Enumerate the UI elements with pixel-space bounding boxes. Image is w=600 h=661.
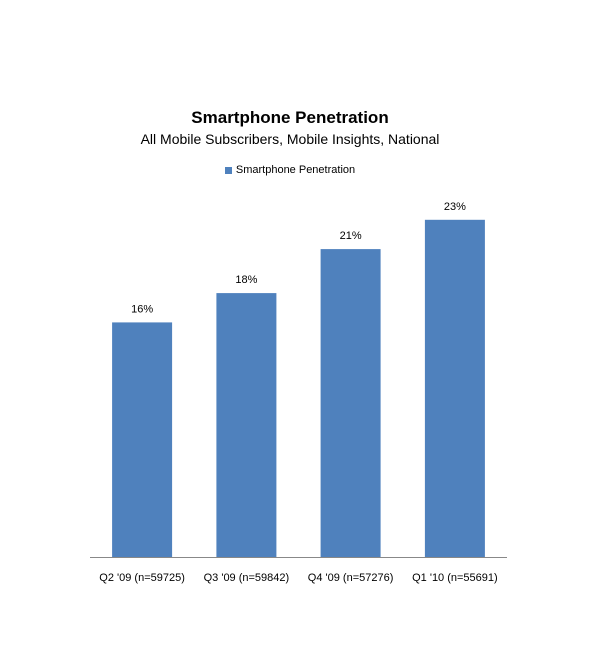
chart-subtitle: All Mobile Subscribers, Mobile Insights,… (140, 131, 440, 147)
x-tick-label-0: Q2 '09 (n=59725) (99, 572, 185, 584)
bar-0 (112, 322, 173, 557)
chart-title: Smartphone Penetration (191, 108, 389, 127)
bar-2 (320, 249, 381, 557)
bar-value-label-2: 21% (340, 230, 362, 242)
legend: Smartphone Penetration (0, 164, 580, 176)
bar-value-label-0: 16% (131, 303, 153, 315)
bar-1 (216, 293, 277, 557)
bar-3 (424, 219, 485, 558)
x-tick-label-1: Q3 '09 (n=59842) (204, 572, 290, 584)
x-tick-label-3: Q1 '10 (n=55691) (412, 572, 498, 584)
legend-swatch (224, 166, 232, 174)
x-tick-label-2: Q4 '09 (n=57276) (308, 572, 394, 584)
legend-label: Smartphone Penetration (235, 164, 356, 176)
bar-value-label-1: 18% (235, 274, 257, 286)
bar-value-label-3: 23% (444, 201, 466, 213)
